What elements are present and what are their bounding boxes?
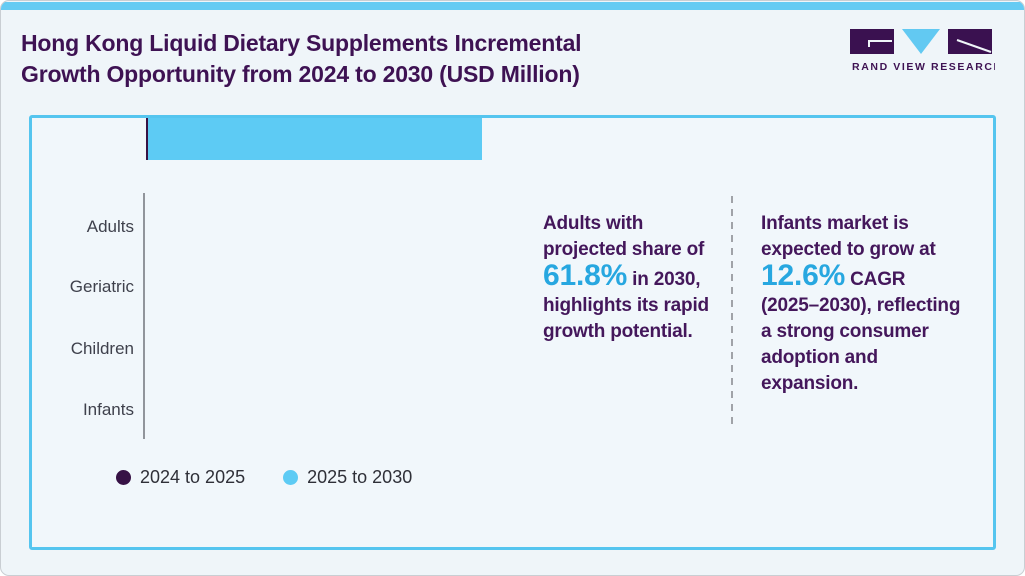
insight-infants: Infants market is expected to grow at 12… bbox=[761, 211, 968, 397]
insight-adults-prefix: Adults with projected share of bbox=[543, 213, 705, 260]
legend-dot bbox=[116, 470, 131, 485]
page-title: Hong Kong Liquid Dietary Supplements Inc… bbox=[21, 28, 582, 90]
legend-dot bbox=[283, 470, 299, 485]
grand-view-research-logo: GRAND VIEW RESEARCH bbox=[842, 27, 1001, 80]
insight-infants-highlight: 12.6% bbox=[761, 259, 846, 292]
legend-item-2024-2025: 2024 to 2025 bbox=[116, 467, 245, 488]
category-label-geriatric: Geriatric bbox=[69, 277, 134, 296]
category-label-infants: Infants bbox=[82, 400, 134, 419]
dashed-divider bbox=[731, 196, 733, 424]
bar-segment bbox=[148, 118, 174, 160]
chart-row bbox=[146, 118, 174, 160]
insight-adults: Adults with projected share of 61.8% in … bbox=[543, 211, 719, 345]
y-axis-line bbox=[143, 193, 145, 439]
insight-adults-suffix: in 2030, highlights its rapid growth pot… bbox=[543, 269, 709, 342]
page-title-line2: Growth Opportunity from 2024 to 2030 (US… bbox=[21, 61, 580, 87]
insight-infants-suffix: CAGR (2025–2030), reflecting a strong co… bbox=[761, 269, 961, 394]
insight-adults-highlight: 61.8% bbox=[543, 259, 628, 292]
legend-label: 2024 to 2025 bbox=[140, 467, 246, 487]
category-label-adults: Adults bbox=[86, 217, 134, 236]
legend-item-2025-2030: 2025 to 2030 bbox=[283, 467, 412, 488]
logo-wordmark: GRAND VIEW RESEARCH bbox=[850, 61, 995, 73]
insight-infants-prefix: Infants market is expected to grow at bbox=[761, 213, 936, 260]
category-label-children: Children bbox=[70, 339, 134, 358]
page-title-line1: Hong Kong Liquid Dietary Supplements Inc… bbox=[21, 30, 582, 56]
bar-segment bbox=[146, 118, 148, 160]
gvr-logo-icon: GRAND VIEW RESEARCH bbox=[842, 29, 1001, 73]
top-accent-bar bbox=[1, 2, 1024, 10]
chart-panel: Adults Geriatric Children Infants 2024 t… bbox=[29, 115, 996, 550]
legend-label: 2025 to 2030 bbox=[307, 467, 413, 487]
chart-legend: 2024 to 2025 2025 to 2030 bbox=[116, 467, 412, 488]
